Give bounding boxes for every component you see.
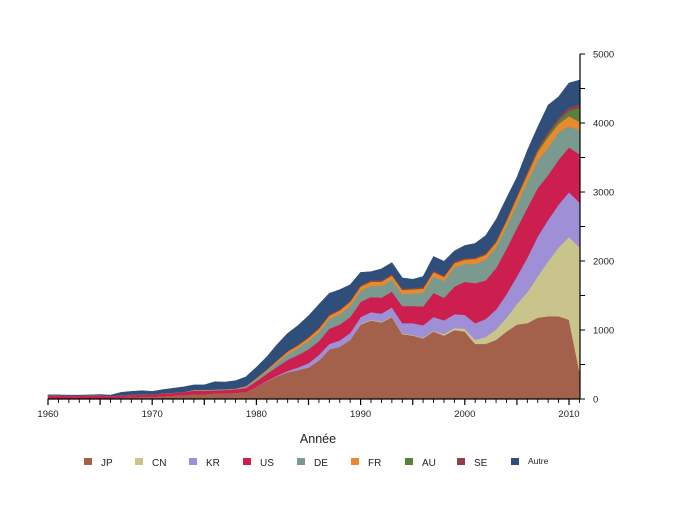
- legend-item-se: SE: [457, 458, 488, 469]
- legend-item-jp: JP: [84, 458, 113, 469]
- legend-swatch: [84, 458, 92, 465]
- legend-label: Autre: [528, 456, 549, 466]
- legend-swatch: [135, 458, 143, 465]
- legend-label: SE: [474, 458, 488, 469]
- legend-label: CN: [152, 458, 166, 469]
- x-tick-label: 1990: [350, 409, 371, 420]
- legend-swatch: [351, 458, 359, 465]
- legend-item-autre: Autre: [511, 456, 549, 466]
- legend: JP CN KR US DE FR AU SE Autre: [84, 456, 549, 469]
- legend-swatch: [243, 458, 251, 465]
- x-ticks: [47, 399, 580, 405]
- y-tick-label: 3000: [593, 188, 614, 199]
- legend-swatch: [511, 458, 519, 465]
- y-tick-label: 0: [593, 395, 598, 406]
- legend-swatch: [297, 458, 305, 465]
- legend-item-au: AU: [405, 458, 436, 469]
- legend-swatch: [457, 458, 465, 465]
- y-ticks: [580, 53, 585, 400]
- x-tick-label: 2010: [558, 409, 579, 420]
- legend-swatch: [405, 458, 413, 465]
- y-tick-labels: 0 1000 2000 3000 4000 5000: [593, 50, 614, 406]
- x-tick-label: 1970: [142, 409, 163, 420]
- y-tick-label: 5000: [593, 50, 614, 61]
- y-tick-label: 4000: [593, 119, 614, 130]
- x-tick-labels: 1960 1970 1980 1990 2000 2010: [37, 409, 579, 420]
- legend-item-de: DE: [297, 458, 328, 469]
- x-axis-title: Année: [300, 432, 336, 446]
- legend-item-fr: FR: [351, 458, 381, 469]
- legend-item-us: US: [243, 458, 274, 469]
- x-tick-label: 1980: [246, 409, 267, 420]
- legend-item-kr: KR: [189, 458, 220, 469]
- x-tick-label: 1960: [37, 409, 58, 420]
- legend-label: US: [260, 458, 274, 469]
- legend-label: DE: [314, 458, 328, 469]
- area-layers: [47, 79, 580, 400]
- y-axis: 0 1000 2000 3000 4000 5000: [579, 50, 614, 406]
- y-tick-label: 1000: [593, 326, 614, 337]
- x-axis: 1960 1970 1980 1990 2000 2010 Année: [37, 398, 580, 446]
- legend-swatch: [189, 458, 197, 465]
- y-tick-label: 2000: [593, 257, 614, 268]
- legend-label: AU: [422, 458, 436, 469]
- legend-item-cn: CN: [135, 458, 166, 469]
- x-tick-label: 2000: [454, 409, 475, 420]
- legend-label: JP: [101, 458, 113, 469]
- legend-label: KR: [206, 458, 220, 469]
- legend-label: FR: [368, 458, 381, 469]
